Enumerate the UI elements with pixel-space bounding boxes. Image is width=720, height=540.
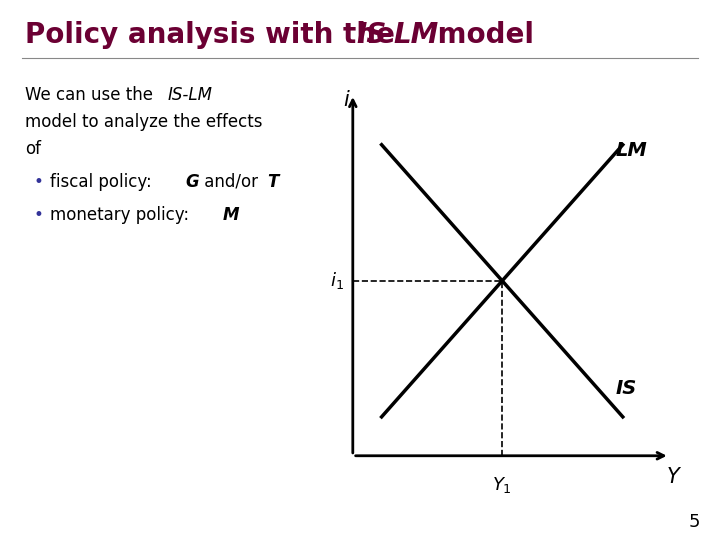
Text: $Y_1$: $Y_1$ (492, 475, 512, 495)
Text: $i_1$: $i_1$ (330, 271, 344, 291)
Text: M: M (223, 206, 240, 224)
Text: We can use the: We can use the (25, 86, 158, 104)
Text: G: G (185, 173, 199, 191)
Text: 5: 5 (688, 513, 700, 531)
Text: model to analyze the effects: model to analyze the effects (25, 113, 263, 131)
Text: and/or: and/or (199, 173, 264, 191)
Text: IS-LM: IS-LM (168, 86, 213, 104)
Text: LM: LM (616, 141, 647, 160)
Text: -: - (381, 21, 392, 49)
Text: •: • (33, 173, 43, 191)
Text: T: T (267, 173, 279, 191)
Text: IS: IS (356, 21, 387, 49)
Text: •: • (33, 206, 43, 224)
Text: Y: Y (667, 468, 680, 488)
Text: model: model (428, 21, 534, 49)
Text: LM: LM (393, 21, 438, 49)
Text: Policy analysis with the: Policy analysis with the (25, 21, 405, 49)
Text: i: i (343, 90, 349, 110)
Text: monetary policy:: monetary policy: (50, 206, 194, 224)
Text: of: of (25, 140, 41, 158)
Text: fiscal policy:: fiscal policy: (50, 173, 157, 191)
Text: IS: IS (616, 379, 637, 397)
